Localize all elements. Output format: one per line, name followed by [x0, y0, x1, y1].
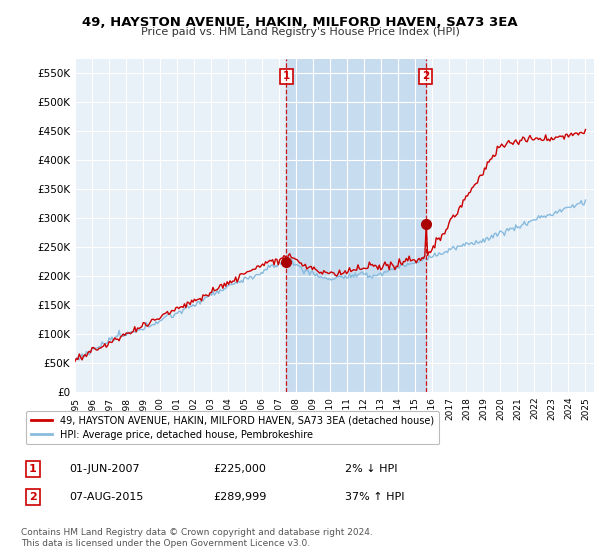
- Text: 01-JUN-2007: 01-JUN-2007: [69, 464, 140, 474]
- Text: 49, HAYSTON AVENUE, HAKIN, MILFORD HAVEN, SA73 3EA: 49, HAYSTON AVENUE, HAKIN, MILFORD HAVEN…: [82, 16, 518, 29]
- Text: £289,999: £289,999: [213, 492, 266, 502]
- Bar: [286, 59, 425, 392]
- Text: 07-AUG-2015: 07-AUG-2015: [69, 492, 143, 502]
- Text: Price paid vs. HM Land Registry's House Price Index (HPI): Price paid vs. HM Land Registry's House …: [140, 27, 460, 37]
- Legend: 49, HAYSTON AVENUE, HAKIN, MILFORD HAVEN, SA73 3EA (detached house), HPI: Averag: 49, HAYSTON AVENUE, HAKIN, MILFORD HAVEN…: [26, 411, 439, 445]
- Text: 1: 1: [283, 71, 290, 81]
- Text: 2: 2: [29, 492, 37, 502]
- Text: £225,000: £225,000: [213, 464, 266, 474]
- Text: Contains HM Land Registry data © Crown copyright and database right 2024.
This d: Contains HM Land Registry data © Crown c…: [21, 528, 373, 548]
- Text: 37% ↑ HPI: 37% ↑ HPI: [345, 492, 404, 502]
- Text: 1: 1: [29, 464, 37, 474]
- Text: 2: 2: [422, 71, 429, 81]
- Text: 2% ↓ HPI: 2% ↓ HPI: [345, 464, 398, 474]
